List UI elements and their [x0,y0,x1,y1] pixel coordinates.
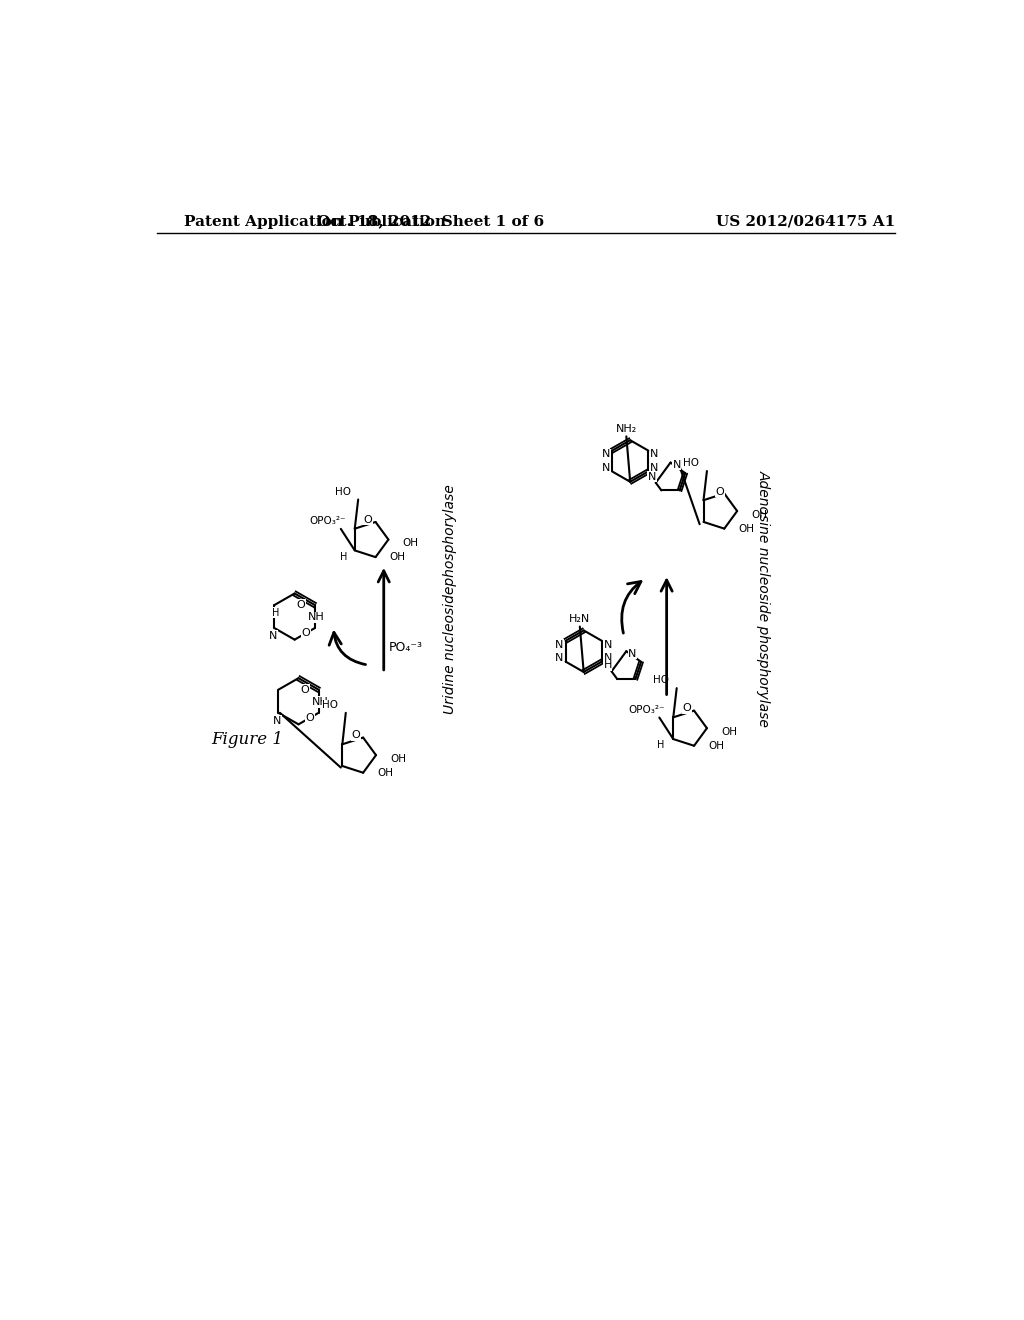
Text: Patent Application Publication: Patent Application Publication [183,215,445,228]
Text: N: N [604,640,612,649]
Text: O: O [716,487,724,496]
Text: N: N [602,462,610,473]
Text: OH: OH [377,768,393,777]
Text: N: N [650,450,658,459]
Text: N: N [555,640,563,649]
Text: Adenosine nucleoside phosphorylase: Adenosine nucleoside phosphorylase [757,470,770,727]
Text: NH₂: NH₂ [615,424,637,434]
Text: HO: HO [653,676,670,685]
Text: H: H [603,660,612,671]
Text: Uridine nucleosidephosphorylase: Uridine nucleosidephosphorylase [442,484,457,714]
Text: O: O [296,601,305,610]
Text: OPO₃²⁻: OPO₃²⁻ [628,705,665,715]
Text: OH: OH [389,552,406,562]
Text: N: N [555,653,563,663]
Text: NH: NH [312,697,329,708]
Text: H₂N: H₂N [569,614,591,624]
Text: OH: OH [390,754,406,764]
Text: O: O [682,704,691,713]
Text: NH: NH [308,612,325,622]
Text: N: N [650,462,658,473]
Text: OH: OH [751,510,767,520]
Text: N: N [629,648,637,659]
Text: N: N [602,450,610,459]
Text: O: O [306,713,314,723]
Text: US 2012/0264175 A1: US 2012/0264175 A1 [717,215,896,228]
Text: OPO₃²⁻: OPO₃²⁻ [309,516,346,527]
Text: Oct. 18, 2012  Sheet 1 of 6: Oct. 18, 2012 Sheet 1 of 6 [316,215,544,228]
Text: HO: HO [323,700,338,710]
Text: O: O [300,685,309,694]
Text: H: H [272,607,280,618]
Text: H: H [340,552,347,561]
Text: H: H [657,741,665,750]
Text: OH: OH [708,741,724,751]
Text: O: O [351,730,360,741]
Text: O: O [302,628,310,639]
Text: OH: OH [738,524,755,533]
Text: OH: OH [721,727,737,737]
Text: PO₄⁻³: PO₄⁻³ [388,640,423,653]
Text: N: N [648,471,656,482]
Text: N: N [604,653,612,663]
Text: N: N [268,631,278,640]
Text: N: N [673,459,681,470]
Text: Figure 1: Figure 1 [212,731,284,748]
Text: OH: OH [402,539,419,548]
Text: HO: HO [335,487,350,496]
Text: N: N [272,715,281,726]
Text: O: O [364,515,373,524]
Text: HO: HO [683,458,699,469]
